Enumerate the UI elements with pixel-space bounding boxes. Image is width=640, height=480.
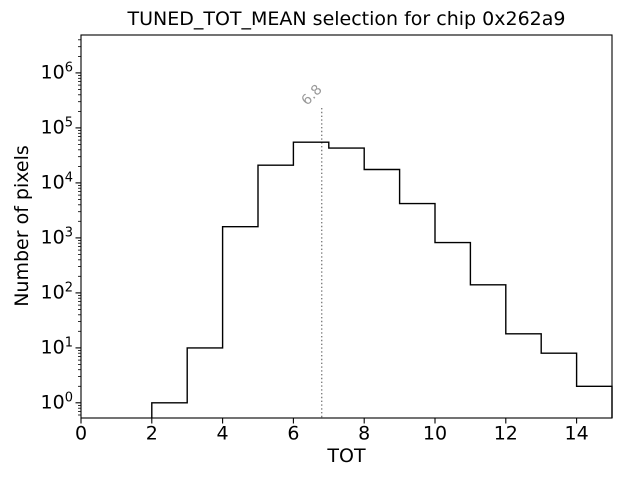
histogram-step-line [151, 141, 613, 418]
y-tick-label: 106 [41, 60, 73, 83]
x-tick-label: 14 [565, 423, 589, 445]
y-tick-label: 104 [41, 170, 73, 193]
vline-annotation: 6.8 [299, 82, 326, 109]
x-tick-label: 2 [146, 423, 158, 445]
x-axis-label: TOT [326, 445, 366, 467]
chart-title: TUNED_TOT_MEAN selection for chip 0x262a… [127, 8, 566, 30]
y-axis-label: Number of pixels [11, 145, 33, 307]
x-tick-label: 6 [287, 423, 299, 445]
y-tick-label: 103 [41, 225, 73, 248]
x-tick-label: 0 [75, 423, 87, 445]
plot-area: 100 101 102 103 104 105 106 0 2 4 6 8 10 12 14 [41, 34, 613, 445]
x-tick-label: 4 [217, 423, 229, 445]
x-tick-label: 12 [494, 423, 518, 445]
axes-frame [80, 34, 613, 419]
y-tick-label: 101 [41, 335, 73, 358]
y-tick-label: 102 [41, 280, 73, 303]
y-tick-label: 100 [41, 390, 73, 413]
x-tick-label: 8 [358, 423, 370, 445]
y-tick-label: 105 [41, 115, 73, 138]
x-tick-label: 10 [423, 423, 447, 445]
